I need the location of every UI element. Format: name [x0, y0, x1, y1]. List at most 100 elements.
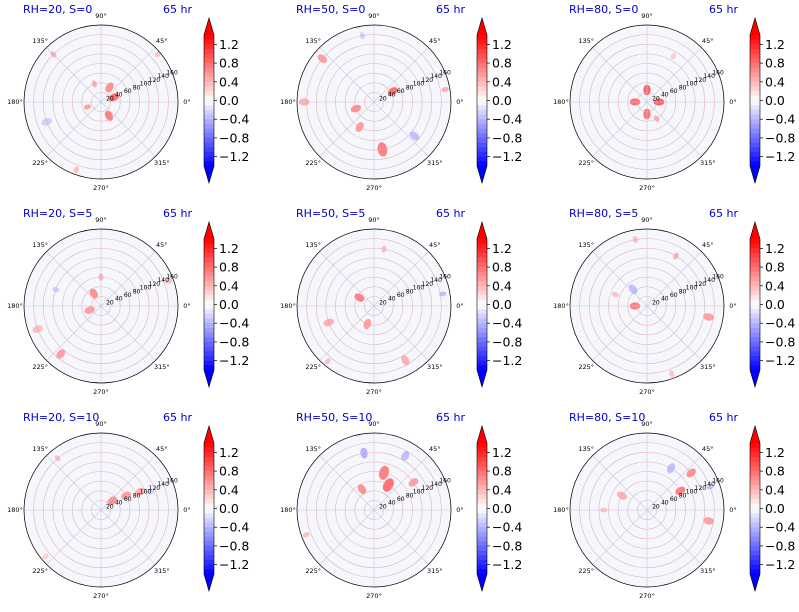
- radial-tick-label: 20: [379, 299, 387, 306]
- colorbar-segment: [204, 253, 214, 259]
- colorbar-segment: [477, 555, 487, 561]
- colorbar-tick-label: −1.2: [219, 149, 249, 164]
- angle-tick-label: 180°: [7, 506, 23, 514]
- data-feature: [354, 293, 365, 302]
- radial-tick-label: 100: [413, 285, 425, 292]
- colorbar-segment: [750, 527, 760, 533]
- angle-tick-label: 315°: [700, 363, 716, 371]
- angle-tick-label: 270°: [366, 388, 382, 396]
- colorbar-extend-top: [204, 222, 214, 239]
- colorbar-segment: [750, 304, 760, 310]
- colorbar-segment: [477, 86, 487, 92]
- panel-title: RH=50, S=5: [296, 207, 365, 220]
- colorbar-segment: [477, 527, 487, 533]
- radial-tick-label: 20: [652, 95, 660, 102]
- colorbar-tick-label: −1.2: [492, 557, 522, 572]
- colorbar-tick-label: −0.4: [765, 316, 795, 331]
- colorbar-segment: [204, 119, 214, 125]
- colorbar-segment: [477, 480, 487, 486]
- colorbar-segment: [204, 309, 214, 315]
- panel-title: RH=20, S=0: [23, 3, 92, 16]
- colorbar-tick-label: 0.0: [492, 297, 512, 312]
- angular-gridline: [46, 251, 102, 307]
- radial-tick-label: 160: [712, 70, 724, 77]
- colorbar-segment: [750, 471, 760, 477]
- polar-border: [23, 24, 179, 180]
- colorbar-segment: [750, 564, 760, 570]
- colorbar-extend-bottom: [750, 166, 760, 183]
- colorbar-segment: [477, 564, 487, 570]
- colorbar-segment: [204, 271, 214, 277]
- panel-title: RH=20, S=10: [23, 411, 99, 424]
- radial-tick-label: 100: [140, 489, 152, 496]
- colorbar-extend-top: [750, 18, 760, 35]
- colorbar-extend-bottom: [750, 574, 760, 591]
- colorbar-segment: [204, 517, 214, 523]
- colorbar-tick-label: 0.8: [492, 464, 512, 479]
- colorbar-segment: [750, 39, 760, 45]
- time-label: 65 hr: [163, 411, 192, 424]
- data-feature: [401, 450, 410, 461]
- colorbar-segment: [477, 461, 487, 467]
- colorbar-segment: [204, 480, 214, 486]
- colorbar: −1.2 −0.8 −0.4 0.0 0.4 0.8 1.2: [749, 424, 795, 593]
- radial-tick-label: 40: [661, 296, 669, 303]
- colorbar-extend-bottom: [750, 370, 760, 387]
- colorbar-segment: [477, 285, 487, 291]
- angle-tick-label: 90°: [641, 216, 653, 224]
- data-feature: [703, 517, 714, 525]
- colorbar-segment: [204, 545, 214, 551]
- angle-tick-label: 90°: [95, 420, 107, 428]
- angle-tick-label: 225°: [32, 567, 48, 575]
- angle-tick-label: 0°: [183, 302, 190, 310]
- colorbar-segment: [477, 299, 487, 305]
- colorbar-segment: [477, 161, 487, 167]
- colorbar-segment: [477, 39, 487, 45]
- colorbar-segment: [204, 503, 214, 509]
- radial-tick-label: 60: [124, 292, 132, 299]
- colorbar-segment: [477, 337, 487, 343]
- colorbar-segment: [750, 555, 760, 561]
- angle-tick-label: 135°: [32, 445, 48, 453]
- angle-tick-label: 90°: [95, 216, 107, 224]
- colorbar-extend-bottom: [204, 574, 214, 591]
- colorbar-segment: [477, 239, 487, 244]
- colorbar-segment: [477, 72, 487, 78]
- radial-tick-label: 100: [686, 81, 698, 88]
- colorbar-segment: [477, 105, 487, 111]
- radial-tick-label: 160: [166, 70, 178, 77]
- colorbar-segment: [477, 243, 487, 249]
- angular-gridline: [646, 101, 702, 157]
- radial-tick-label: 100: [140, 285, 152, 292]
- angular-gridline: [592, 455, 648, 511]
- angle-tick-label: 45°: [156, 241, 168, 249]
- angular-gridline: [646, 305, 702, 361]
- colorbar-segment: [204, 295, 214, 301]
- colorbar-segment: [477, 133, 487, 139]
- angular-gridline: [646, 251, 702, 307]
- colorbar-tick-label: −0.8: [219, 130, 249, 145]
- radial-tick-label: 100: [413, 81, 425, 88]
- radial-tick-label: 160: [166, 274, 178, 281]
- colorbar-segment: [204, 285, 214, 291]
- angle-tick-label: 270°: [639, 184, 655, 192]
- colorbar-extend-bottom: [477, 166, 487, 183]
- data-feature: [439, 291, 447, 297]
- polar-border: [569, 228, 725, 384]
- time-label: 65 hr: [163, 3, 192, 16]
- angle-tick-label: 135°: [305, 445, 321, 453]
- angle-tick-label: 135°: [305, 241, 321, 249]
- colorbar-segment: [204, 475, 214, 481]
- colorbar-segment: [477, 53, 487, 59]
- colorbar-segment: [204, 72, 214, 78]
- colorbar-segment: [750, 508, 760, 514]
- colorbar-segment: [477, 447, 487, 453]
- radial-tick-label: 120: [149, 281, 161, 288]
- angle-tick-label: 45°: [702, 37, 714, 45]
- colorbar-segment: [477, 341, 487, 347]
- colorbar-segment: [750, 513, 760, 519]
- colorbar-segment: [750, 271, 760, 277]
